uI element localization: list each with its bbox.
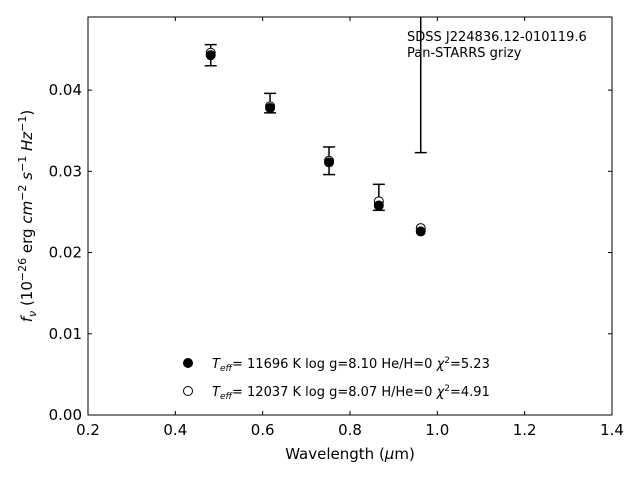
x-tick-label: 0.2 <box>76 421 100 439</box>
x-tick-label: 0.8 <box>338 421 362 439</box>
annotation-survey-name: Pan-STARRS grizy <box>407 46 522 61</box>
legend: Teff= 11696 K log g=8.10 He/H=0 χ2=5.23 … <box>183 356 490 402</box>
x-tick-label: 0.4 <box>163 421 187 439</box>
x-tick-label: 1.0 <box>425 421 449 439</box>
legend-label-1: Teff= 11696 K log g=8.10 He/H=0 χ2=5.23 <box>212 356 490 374</box>
data-point-model-1 <box>324 157 335 168</box>
annotation-object-name: SDSS J224836.12-010119.6 <box>407 30 587 45</box>
y-axis: 0.00 0.01 0.02 0.03 0.04 <box>49 81 612 424</box>
data-point-model-1 <box>373 200 384 211</box>
x-tick-label: 0.6 <box>251 421 275 439</box>
y-tick-label: 0.04 <box>49 81 82 99</box>
legend-label-2: Teff= 12037 K log g=8.07 H/He=0 χ2=4.91 <box>212 384 490 402</box>
legend-marker-filled <box>183 358 193 368</box>
y-axis-label: fν (10−26 erg cm−2 s−1 Hz−1) <box>16 110 39 323</box>
x-axis-label: Wavelength (μm) <box>285 445 415 463</box>
x-axis: 0.2 0.4 0.6 0.8 1.0 1.2 1.4 <box>76 17 624 439</box>
data-point-model-1 <box>265 102 276 113</box>
plot-area <box>204 17 427 237</box>
y-tick-label: 0.01 <box>49 325 82 343</box>
y-tick-label: 0.03 <box>49 162 82 180</box>
data-point-model-1 <box>205 50 216 61</box>
data-point-model-1 <box>415 226 426 237</box>
y-tick-label: 0.02 <box>49 244 82 262</box>
legend-marker-open <box>183 386 193 396</box>
y-tick-label: 0.00 <box>49 406 82 424</box>
x-tick-label: 1.4 <box>600 421 624 439</box>
x-tick-label: 1.2 <box>513 421 537 439</box>
svg-text:fν (10−26 erg cm−2 s−1 Hz−1): fν (10−26 erg cm−2 s−1 Hz−1) <box>16 110 39 323</box>
